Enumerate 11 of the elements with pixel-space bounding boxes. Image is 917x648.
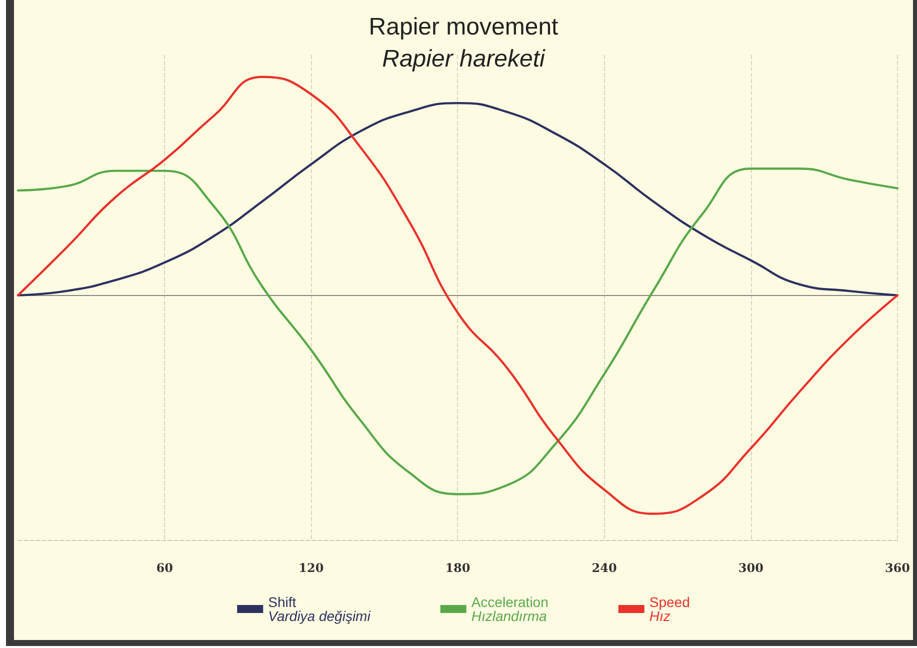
x-tick-label: 60 <box>156 561 173 575</box>
x-tick-label: 120 <box>298 561 324 575</box>
x-tick-label: 300 <box>738 561 764 575</box>
x-tick-label: 240 <box>592 561 617 575</box>
legend-label: Acceleration Hızlandırma <box>471 594 548 624</box>
legend-label: Speed Hız <box>649 594 690 624</box>
chart-title: Rapier movement <box>368 14 559 40</box>
chart-subtitle: Rapier hareketi <box>382 46 546 72</box>
x-tick-label: 180 <box>445 561 470 575</box>
x-tick-label: 360 <box>884 561 910 575</box>
legend-label: Shift Vardiya değişimi <box>268 594 372 624</box>
